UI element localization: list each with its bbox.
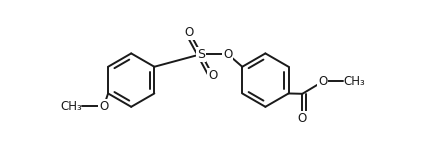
Text: O: O [208,69,218,82]
Text: O: O [99,100,109,113]
Text: CH₃: CH₃ [343,75,365,88]
Text: S: S [197,48,205,61]
Text: CH₃: CH₃ [60,100,82,113]
Text: O: O [298,112,307,125]
Text: O: O [223,48,232,61]
Text: O: O [185,26,194,39]
Text: O: O [318,75,327,88]
